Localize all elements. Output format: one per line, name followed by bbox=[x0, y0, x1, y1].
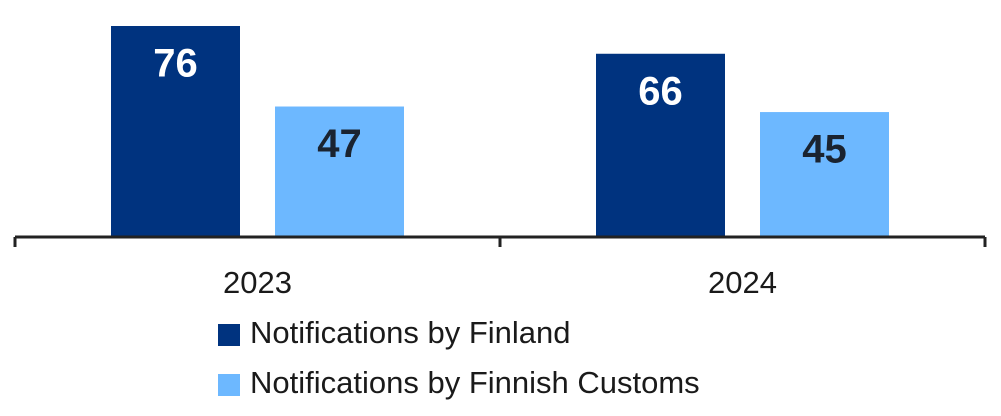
legend-swatch bbox=[218, 374, 240, 396]
legend-label: Notifications by Finnish Customs bbox=[250, 365, 700, 400]
value-label: 66 bbox=[638, 69, 683, 113]
bar bbox=[760, 112, 889, 237]
x-tick-label: 2024 bbox=[708, 265, 777, 300]
value-label: 47 bbox=[317, 122, 362, 166]
bar bbox=[111, 26, 240, 237]
value-label: 76 bbox=[153, 42, 198, 86]
bar bbox=[596, 53, 725, 238]
legend-label: Notifications by Finland bbox=[250, 315, 571, 350]
value-label: 45 bbox=[802, 128, 847, 172]
legend-swatch bbox=[218, 324, 240, 346]
x-tick-label: 2023 bbox=[223, 265, 292, 300]
bar bbox=[275, 106, 404, 238]
